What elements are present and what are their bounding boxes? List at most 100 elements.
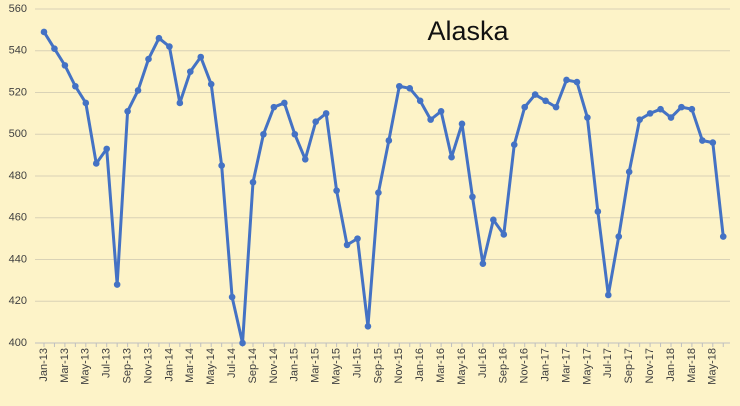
data-point bbox=[228, 293, 236, 301]
x-tick-label: Jul-13 bbox=[101, 348, 113, 378]
data-point bbox=[479, 260, 487, 267]
x-tick-label: May-18 bbox=[707, 348, 719, 385]
data-point bbox=[552, 103, 560, 111]
x-tick-label: Mar-17 bbox=[560, 348, 572, 383]
x-tick-label: Jul-14 bbox=[226, 348, 238, 378]
x-tick-label: May-16 bbox=[456, 348, 468, 385]
data-point bbox=[437, 107, 445, 115]
data-point bbox=[51, 45, 58, 52]
y-tick-label: 440 bbox=[9, 253, 27, 265]
data-point bbox=[573, 78, 581, 86]
x-tick-label: May-17 bbox=[581, 348, 593, 385]
x-tick-label: Sep-15 bbox=[372, 348, 384, 383]
data-point bbox=[448, 153, 455, 161]
x-tick-label: Jan-17 bbox=[540, 348, 552, 382]
x-tick-label: Nov-14 bbox=[268, 348, 280, 383]
data-point bbox=[281, 99, 288, 107]
y-tick-label: 520 bbox=[9, 86, 27, 98]
x-tick-label: May-13 bbox=[80, 348, 92, 385]
chart-title: Alaska bbox=[427, 16, 509, 46]
data-point bbox=[145, 55, 152, 63]
data-point bbox=[406, 85, 414, 92]
data-point bbox=[197, 53, 205, 61]
x-tick-label: May-14 bbox=[205, 348, 217, 385]
data-point bbox=[657, 105, 664, 113]
x-tick-label: Mar-13 bbox=[59, 348, 71, 383]
x-tick-label: Mar-18 bbox=[686, 348, 698, 383]
data-point bbox=[427, 116, 434, 123]
data-point bbox=[584, 114, 591, 121]
y-tick-label: 500 bbox=[9, 128, 27, 140]
data-point bbox=[636, 116, 643, 123]
data-point bbox=[92, 160, 100, 167]
data-point bbox=[625, 168, 633, 176]
x-tick-label: Mar-16 bbox=[435, 348, 447, 383]
data-point bbox=[531, 91, 539, 98]
x-tick-label: Sep-16 bbox=[498, 348, 510, 383]
data-point bbox=[709, 139, 717, 146]
data-point bbox=[249, 178, 257, 186]
data-point bbox=[385, 137, 393, 144]
data-point bbox=[82, 99, 90, 107]
data-point bbox=[605, 291, 612, 299]
data-point bbox=[134, 87, 142, 94]
data-point bbox=[301, 156, 309, 163]
y-tick-label: 460 bbox=[9, 212, 27, 224]
data-point bbox=[61, 62, 69, 69]
data-point bbox=[563, 76, 570, 84]
x-tick-label: Nov-17 bbox=[644, 348, 656, 383]
data-point bbox=[322, 110, 330, 117]
x-tick-label: Sep-13 bbox=[122, 348, 134, 383]
data-point bbox=[615, 233, 623, 240]
data-point bbox=[291, 130, 299, 138]
data-point bbox=[375, 189, 382, 196]
data-point bbox=[469, 193, 476, 201]
x-tick-label: Sep-14 bbox=[247, 348, 259, 383]
x-tick-label: Jan-15 bbox=[289, 348, 301, 382]
x-tick-label: Nov-16 bbox=[519, 348, 531, 383]
y-tick-label: 420 bbox=[9, 295, 27, 307]
data-point bbox=[260, 130, 267, 138]
data-point bbox=[521, 103, 528, 111]
series-line bbox=[42, 31, 725, 345]
x-tick-label: Nov-15 bbox=[393, 348, 405, 383]
data-point bbox=[719, 233, 727, 240]
y-tick-label: 480 bbox=[9, 170, 27, 182]
data-point bbox=[594, 208, 602, 215]
data-point bbox=[343, 241, 351, 249]
data-point bbox=[187, 68, 194, 75]
y-tick-label: 400 bbox=[9, 337, 27, 349]
data-point bbox=[646, 110, 654, 117]
data-point bbox=[699, 137, 706, 144]
x-tick-label: Jan-18 bbox=[665, 348, 677, 382]
x-tick-label: Jul-15 bbox=[351, 348, 363, 378]
data-point bbox=[416, 97, 424, 105]
y-tick-label: 540 bbox=[9, 45, 27, 57]
data-point bbox=[364, 323, 372, 330]
data-point bbox=[166, 43, 173, 50]
data-point bbox=[688, 105, 696, 113]
x-tick-label: Jan-14 bbox=[163, 348, 175, 382]
data-point bbox=[396, 82, 403, 90]
data-point bbox=[678, 103, 685, 111]
x-tick-label: Jan-13 bbox=[38, 348, 50, 382]
data-point bbox=[103, 145, 110, 153]
data-point bbox=[312, 118, 320, 126]
data-point bbox=[124, 107, 131, 115]
data-point bbox=[176, 99, 184, 107]
x-tick-label: Jul-17 bbox=[602, 348, 614, 378]
x-tick-label: Jan-16 bbox=[414, 348, 426, 382]
data-point bbox=[458, 120, 466, 128]
data-point bbox=[155, 34, 163, 42]
data-point bbox=[207, 80, 215, 88]
data-point bbox=[490, 216, 497, 224]
data-point bbox=[218, 162, 225, 169]
x-tick-label: Sep-17 bbox=[623, 348, 635, 383]
y-tick-label: 560 bbox=[9, 3, 27, 15]
x-tick-label: Jul-16 bbox=[477, 348, 489, 378]
x-tick-label: Mar-15 bbox=[310, 348, 322, 383]
data-point bbox=[667, 114, 675, 121]
data-point bbox=[500, 231, 508, 238]
data-point bbox=[542, 97, 549, 105]
